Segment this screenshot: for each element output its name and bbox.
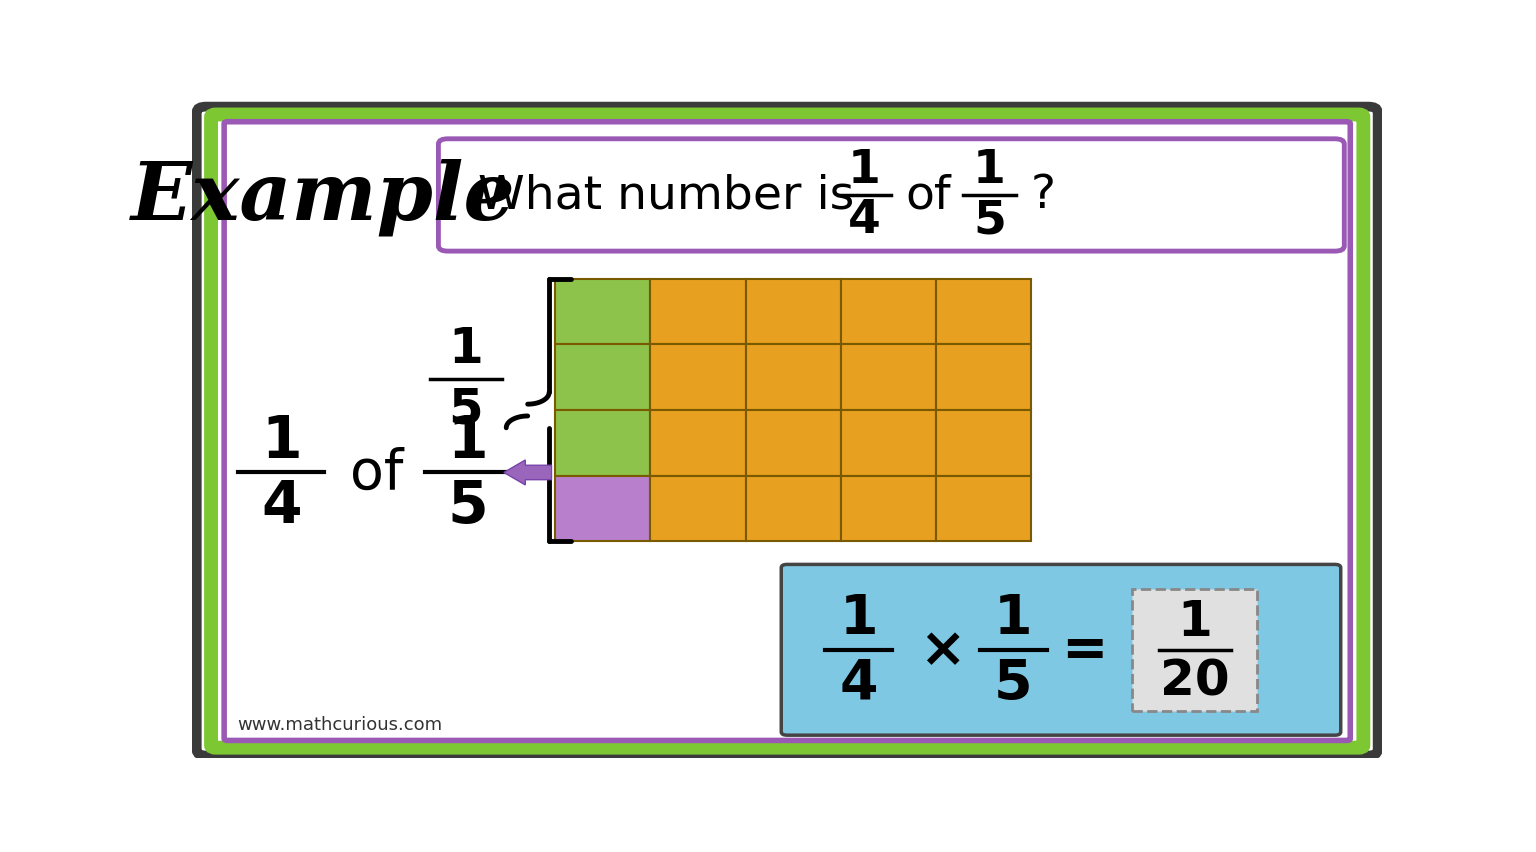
Bar [650, 279, 745, 345]
Text: 5: 5 [974, 198, 1006, 243]
FancyBboxPatch shape [438, 140, 1344, 252]
Bar [935, 411, 1031, 476]
Text: 1: 1 [261, 413, 301, 470]
Text: 5: 5 [449, 385, 484, 433]
Text: 1: 1 [449, 325, 484, 373]
FancyArrow shape [504, 460, 551, 486]
Text: of: of [350, 446, 402, 500]
Text: 1: 1 [848, 148, 882, 193]
Text: 1: 1 [994, 591, 1032, 646]
Bar [745, 411, 840, 476]
Text: 4: 4 [839, 656, 879, 710]
Bar [840, 411, 935, 476]
Text: ?: ? [1031, 173, 1055, 218]
Text: ×: × [919, 623, 965, 677]
Bar [1132, 590, 1258, 711]
Bar [554, 279, 650, 345]
Text: 5: 5 [449, 477, 488, 534]
Bar [745, 476, 840, 542]
Text: 5: 5 [994, 656, 1032, 710]
Bar [745, 345, 840, 411]
Text: 20: 20 [1160, 656, 1230, 705]
Text: 1: 1 [1178, 597, 1212, 645]
Bar [554, 411, 650, 476]
Bar [840, 476, 935, 542]
FancyBboxPatch shape [782, 565, 1341, 735]
FancyBboxPatch shape [197, 107, 1378, 756]
Text: 1: 1 [449, 413, 488, 470]
Text: Example: Example [131, 158, 515, 236]
Text: =: = [1061, 623, 1107, 677]
Text: What number is: What number is [478, 173, 854, 218]
Bar [554, 345, 650, 411]
Bar [745, 279, 840, 345]
Text: 1: 1 [839, 591, 879, 646]
Text: www.mathcurious.com: www.mathcurious.com [237, 716, 442, 734]
Bar [935, 345, 1031, 411]
Bar [650, 476, 745, 542]
Bar [935, 476, 1031, 542]
Text: 1: 1 [974, 148, 1006, 193]
Bar [650, 345, 745, 411]
Bar [840, 279, 935, 345]
Bar [935, 279, 1031, 345]
Bar [554, 476, 650, 542]
Text: 4: 4 [848, 198, 882, 243]
Bar [650, 411, 745, 476]
Bar [840, 345, 935, 411]
Text: of: of [905, 173, 951, 218]
Text: 4: 4 [261, 477, 301, 534]
